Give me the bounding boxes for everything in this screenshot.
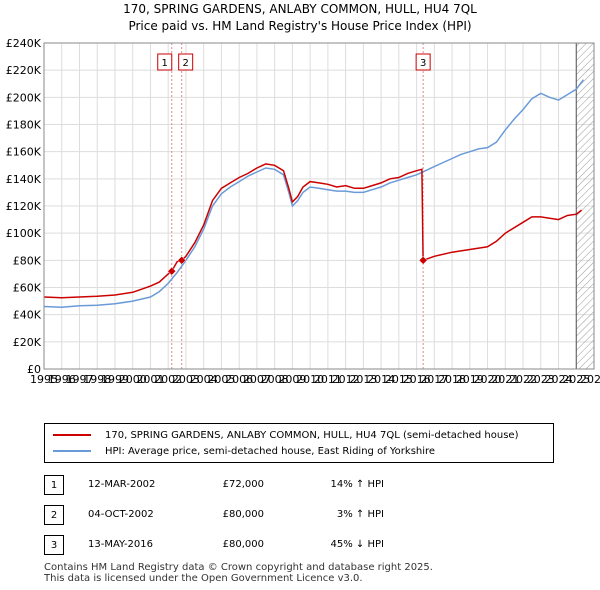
x-tick-label: 2011 xyxy=(314,373,342,386)
legend-label-hpi: HPI: Average price, semi-detached house,… xyxy=(105,445,436,457)
sale-date: 12-MAR-2002 xyxy=(88,479,156,490)
sale-date: 04-OCT-2002 xyxy=(88,509,154,520)
footer: Contains HM Land Registry data © Crown c… xyxy=(44,562,433,584)
x-tick-label: 1999 xyxy=(101,373,129,386)
x-tick-label: 2007 xyxy=(243,373,271,386)
y-tick-label: £80K xyxy=(13,254,42,267)
x-tick-label: 1997 xyxy=(65,373,93,386)
sale-row: 1 12-MAR-2002 £72,000 14% ↑ HPI xyxy=(44,475,564,495)
x-tick-label: 2003 xyxy=(172,373,200,386)
series-line-property xyxy=(44,163,583,299)
x-tick-label: 2026 xyxy=(580,373,600,386)
x-tick-label: 1998 xyxy=(83,373,111,386)
sale-point xyxy=(418,255,428,265)
sale-label-box xyxy=(178,53,194,71)
x-tick-label: 2017 xyxy=(420,373,448,386)
y-tick-label: £180K xyxy=(6,119,42,132)
chart-title-line-2: Price paid vs. HM Land Registry's House … xyxy=(128,19,472,33)
chart-title-line-1: 170, SPRING GARDENS, ANLABY COMMON, HULL… xyxy=(123,2,477,16)
x-tick-label: 2023 xyxy=(527,373,555,386)
sale-row: 3 13-MAY-2016 £80,000 45% ↓ HPI xyxy=(44,535,564,555)
y-tick-label: £60K xyxy=(13,282,42,295)
sale-price: £72,000 xyxy=(222,479,264,490)
x-tick-label: 2021 xyxy=(491,373,519,386)
sale-number-badge: 1 xyxy=(44,475,64,495)
legend-swatch-property xyxy=(53,434,91,436)
y-tick-label: £200K xyxy=(6,91,42,104)
sale-point xyxy=(167,266,177,276)
y-tick-label: £20K xyxy=(13,336,42,349)
x-tick-label: 2004 xyxy=(190,373,218,386)
legend-label-property: 170, SPRING GARDENS, ANLABY COMMON, HULL… xyxy=(105,429,519,441)
x-tick-label: 2006 xyxy=(225,373,253,386)
sale-label-text: 2 xyxy=(182,58,188,69)
x-tick-label: 2025 xyxy=(562,373,590,386)
legend-item-hpi: HPI: Average price, semi-detached house,… xyxy=(53,443,435,459)
legend: 170, SPRING GARDENS, ANLABY COMMON, HULL… xyxy=(44,423,554,463)
sale-number-badge: 2 xyxy=(44,505,64,525)
sale-price: £80,000 xyxy=(222,539,264,550)
sale-price: £80,000 xyxy=(222,509,264,520)
y-tick-label: £140K xyxy=(6,173,42,186)
x-tick-label: 2012 xyxy=(332,373,360,386)
legend-item-property: 170, SPRING GARDENS, ANLABY COMMON, HULL… xyxy=(53,427,518,443)
x-tick-label: 2009 xyxy=(278,373,306,386)
x-tick-label: 2019 xyxy=(456,373,484,386)
sale-date: 13-MAY-2016 xyxy=(88,539,154,550)
sale-hpi-diff: 45% ↓ HPI xyxy=(330,539,384,550)
x-tick-label: 2002 xyxy=(154,373,182,386)
x-tick-label: 2015 xyxy=(385,373,413,386)
x-tick-label: 1996 xyxy=(48,373,76,386)
footer-copyright: Contains HM Land Registry data © Crown c… xyxy=(44,562,433,573)
x-tick-label: 2013 xyxy=(349,373,377,386)
plot-frame xyxy=(43,42,595,370)
sale-hpi-diff: 14% ↑ HPI xyxy=(330,479,384,490)
x-tick-label: 2020 xyxy=(474,373,502,386)
y-tick-label: £100K xyxy=(6,227,42,240)
x-tick-label: 1995 xyxy=(30,373,58,386)
sale-row: 2 04-OCT-2002 £80,000 3% ↑ HPI xyxy=(44,505,564,525)
x-tick-label: 2022 xyxy=(509,373,537,386)
y-tick-label: £160K xyxy=(6,146,42,159)
sale-label-box xyxy=(157,53,173,71)
y-tick-label: £0 xyxy=(27,363,41,376)
y-tick-label: £220K xyxy=(6,64,42,77)
legend-swatch-hpi xyxy=(53,450,91,452)
x-tick-label: 2010 xyxy=(296,373,324,386)
sale-number-badge: 3 xyxy=(44,535,64,555)
sale-hpi-diff: 3% ↑ HPI xyxy=(336,509,384,520)
x-tick-label: 2024 xyxy=(545,373,573,386)
y-tick-label: £240K xyxy=(6,37,42,50)
sale-label-box xyxy=(415,53,431,71)
x-tick-label: 2016 xyxy=(403,373,431,386)
x-tick-label: 2008 xyxy=(261,373,289,386)
sale-label-text: 1 xyxy=(162,58,168,69)
future-hatch-region xyxy=(576,43,594,369)
x-tick-label: 2014 xyxy=(367,373,395,386)
x-tick-label: 2005 xyxy=(207,373,235,386)
x-tick-label: 2018 xyxy=(438,373,466,386)
y-tick-label: £120K xyxy=(6,200,42,213)
y-tick-label: £40K xyxy=(13,309,42,322)
series-line-hpi xyxy=(44,79,585,308)
sale-label-text: 3 xyxy=(420,58,426,69)
price-chart: 1 2 3 £0 £20K £40K £60K £80K £100K £120K £140K £160… xyxy=(6,37,600,386)
x-tick-label: 2000 xyxy=(119,373,147,386)
x-tick-label: 2001 xyxy=(136,373,164,386)
footer-licence: This data is licensed under the Open Gov… xyxy=(44,573,363,584)
sale-point xyxy=(177,255,187,265)
